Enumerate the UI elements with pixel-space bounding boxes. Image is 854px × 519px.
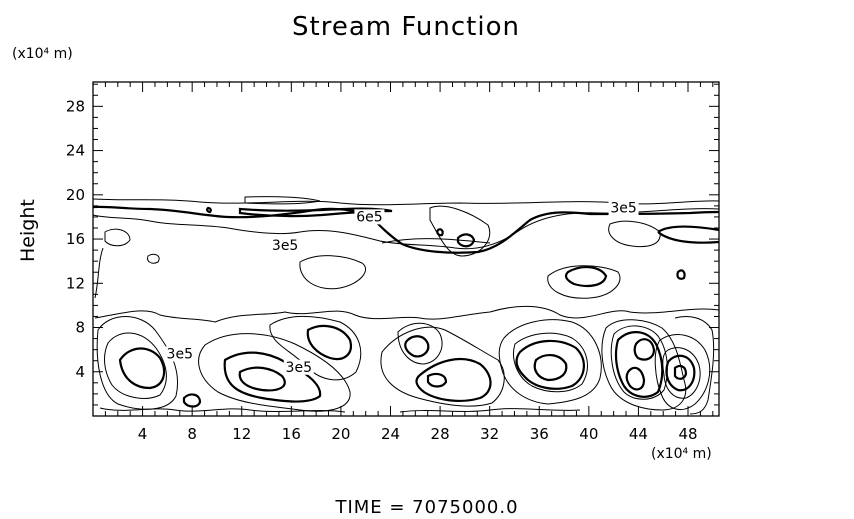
contour-line-thick bbox=[118, 347, 166, 390]
chart-title: Stream Function bbox=[292, 12, 520, 42]
x-tick-label: 12 bbox=[232, 425, 251, 443]
contour-line-thick bbox=[206, 206, 212, 214]
contour-line bbox=[99, 407, 346, 413]
contour-line bbox=[674, 316, 715, 415]
contour-line-thick bbox=[633, 338, 656, 361]
contour-line bbox=[94, 247, 104, 299]
x-tick-label: 28 bbox=[431, 425, 450, 443]
contour-labels: 6e5 3e5 3e5 3e5 3e5 bbox=[164, 200, 639, 376]
contour-label: 6e5 bbox=[356, 209, 382, 225]
contour-line-thick bbox=[614, 331, 664, 398]
x-tick-label: 32 bbox=[480, 425, 499, 443]
x-tick-label: 36 bbox=[530, 425, 549, 443]
contour-line bbox=[147, 253, 160, 264]
contour-line bbox=[299, 255, 367, 290]
contour-line-thick bbox=[238, 207, 393, 218]
x-tick-label: 48 bbox=[678, 425, 697, 443]
contour-line bbox=[198, 333, 351, 412]
contour-line bbox=[513, 332, 588, 393]
y-tick-label: 28 bbox=[66, 97, 85, 115]
time-readout: TIME = 7075000.0 bbox=[335, 497, 519, 518]
x-tick-label: 40 bbox=[579, 425, 598, 443]
contour-line-thick bbox=[415, 357, 492, 402]
contour-line-thick bbox=[223, 351, 322, 403]
contour-line-thick bbox=[673, 364, 688, 380]
contour-line bbox=[104, 228, 131, 247]
contour-line-thick bbox=[657, 231, 720, 244]
x-tick-label: 8 bbox=[187, 425, 197, 443]
contour-line bbox=[94, 305, 720, 323]
x-tick-label: 20 bbox=[331, 425, 350, 443]
y-axis-label: Height bbox=[17, 199, 39, 262]
contour-line bbox=[429, 205, 491, 257]
y-tick-label: 12 bbox=[66, 274, 85, 292]
contour-label-bg bbox=[164, 346, 195, 362]
contour-line bbox=[608, 220, 661, 248]
contour-label: 3e5 bbox=[610, 201, 636, 217]
contour-line-thick bbox=[404, 335, 430, 358]
plot-frame bbox=[92, 81, 720, 417]
contour-line-thick bbox=[665, 354, 696, 392]
contour-line-thick bbox=[533, 354, 568, 382]
contour-line bbox=[610, 325, 668, 400]
y-tick-label: 4 bbox=[75, 363, 85, 381]
x-tick-label: 16 bbox=[282, 425, 301, 443]
contour-line-thick bbox=[564, 266, 608, 287]
contour-line-thick bbox=[625, 366, 646, 391]
x-tick-label: 24 bbox=[381, 425, 400, 443]
contour-label-bg bbox=[270, 238, 301, 254]
contour-line bbox=[244, 196, 321, 205]
x-axis-unit: (x10⁴ m) bbox=[651, 446, 712, 462]
y-axis-unit: (x10⁴ m) bbox=[12, 46, 73, 62]
contour-label-bg bbox=[608, 200, 639, 216]
contour-line bbox=[92, 208, 720, 250]
contour-line bbox=[547, 265, 621, 299]
contour-line-thick bbox=[657, 225, 720, 233]
x-tick-label: 44 bbox=[629, 425, 648, 443]
contour-line-thick bbox=[456, 233, 476, 248]
contour-line-thick bbox=[426, 372, 448, 388]
y-tick-label: 24 bbox=[66, 142, 85, 160]
contour-label: 3e5 bbox=[167, 346, 193, 362]
y-tick-label: 20 bbox=[66, 186, 85, 204]
contour-lines-thin bbox=[92, 196, 720, 415]
contour-label: 3e5 bbox=[286, 360, 312, 376]
contour-line bbox=[397, 322, 443, 365]
y-tick-label: 8 bbox=[75, 319, 85, 337]
contour-label-bg bbox=[283, 359, 314, 375]
y-tick-label: 16 bbox=[66, 230, 85, 248]
contour-line bbox=[654, 334, 711, 411]
contour-line bbox=[498, 319, 602, 405]
contour-line-thick bbox=[515, 339, 585, 390]
contour-lines-thick bbox=[92, 205, 720, 408]
contour-line-thick bbox=[306, 324, 352, 361]
contour-line bbox=[269, 315, 362, 381]
contour-line bbox=[381, 238, 491, 244]
contour-line-thick bbox=[182, 393, 202, 408]
contour-line-thick bbox=[436, 228, 444, 237]
contour-line-thick bbox=[676, 269, 686, 280]
contour-label-bg bbox=[354, 209, 385, 225]
contour-label: 3e5 bbox=[272, 238, 298, 254]
contour-line-thick bbox=[238, 366, 286, 392]
contour-line bbox=[601, 319, 687, 411]
contour-line bbox=[104, 332, 167, 399]
contour-line bbox=[380, 326, 505, 407]
contour-line bbox=[96, 316, 178, 410]
x-tick-label: 4 bbox=[138, 425, 148, 443]
contour-line bbox=[399, 408, 581, 413]
